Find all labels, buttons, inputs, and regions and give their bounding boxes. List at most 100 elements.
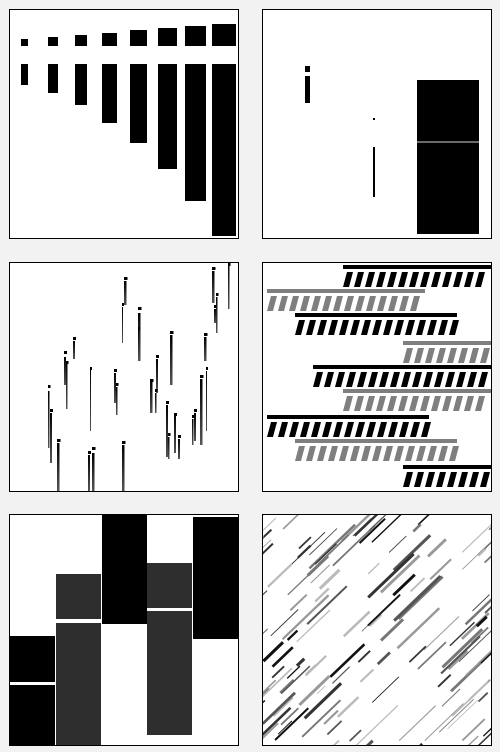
streak-135 [297,544,312,559]
streak-138 [263,722,279,740]
stroke-dot-12 [122,441,126,444]
panel-sparse-marks [262,9,492,239]
dash-1-8 [420,272,430,287]
stroke-dot-24 [178,435,181,438]
streak-55 [441,688,461,707]
stacked-blocks-graphic [10,515,238,745]
stroke-dot-2 [50,409,53,412]
stroke-line-10 [114,373,116,403]
streak-5 [263,517,277,532]
dash-5-9 [401,372,411,387]
streak-85 [477,732,491,745]
stroke-line-19 [155,393,157,413]
streak-7 [409,577,426,593]
stroke-line-16 [138,329,139,359]
dash-row-cap-8 [295,439,457,443]
dash-3-11 [405,320,415,335]
dash-8-13 [427,446,437,461]
dash-4-3 [425,348,435,363]
square-1 [21,39,28,46]
dash-4-5 [447,348,457,363]
dash-7-4 [300,422,310,437]
streak-148 [286,665,301,679]
bar-4 [102,64,117,123]
streak-30 [392,573,416,597]
stroke-dot-18 [156,355,159,358]
stroke-line-28 [206,371,207,431]
panel-dashed-rows [262,262,492,492]
streak-153 [367,562,380,575]
streak-140 [331,666,351,684]
dash-5-3 [335,372,345,387]
stroke-dot-13 [124,277,128,280]
stroke-dot-31 [214,305,217,308]
streak-23 [277,720,293,735]
streak-11 [437,674,452,688]
streak-72 [417,515,430,526]
dash-5-16 [478,372,488,387]
stroke-dot-7 [88,451,91,454]
square-4 [102,33,117,46]
streak-137 [440,635,481,675]
dash-8-2 [306,446,316,461]
streak-161 [461,718,486,742]
stroke-dot-1 [48,385,51,388]
dash-3-15 [449,320,459,335]
dash-8-5 [339,446,349,461]
bar-7 [185,64,206,201]
block-2-bottom [56,623,101,745]
dash-row-cap-7 [267,415,429,419]
dash-3-14 [438,320,448,335]
streak-86 [332,739,340,745]
streak-112 [359,668,375,683]
streak-132 [397,575,444,620]
dash-2-5 [311,296,321,311]
dash-4-1 [403,348,413,363]
stroke-dot-3 [57,439,61,442]
streak-14 [449,621,475,647]
streak-159 [392,534,432,572]
streak-8 [271,646,294,668]
streak-26 [310,564,331,584]
streak-4 [279,678,295,694]
streak-54 [314,587,330,603]
streak-69 [447,700,478,730]
dash-2-2 [278,296,288,311]
dash-5-2 [324,372,334,387]
dash-9-7 [469,472,479,487]
dash-2-6 [322,296,332,311]
dash-5-11 [423,372,433,387]
streak-105 [438,698,474,733]
streak-91 [263,691,296,725]
tall-block-top [417,80,479,141]
stroke-line-23 [174,415,176,453]
streak-74 [484,541,491,549]
streak-88 [367,594,401,627]
stroke-dot-32 [216,293,219,296]
stroke-line-12 [122,445,125,491]
streak-160 [475,615,488,628]
stroke-line-14 [122,307,123,343]
streak-2 [332,524,376,567]
stroke-line-20 [166,405,168,457]
streak-44 [326,720,343,736]
dash-6-1 [343,396,353,411]
stroke-dot-26 [194,409,197,412]
streak-152 [451,681,489,717]
dash-2-4 [300,296,310,311]
dash-5-15 [467,372,477,387]
streak-45 [480,652,491,664]
dash-5-5 [357,372,367,387]
dash-1-2 [354,272,364,287]
streak-154 [306,554,330,577]
streak-50 [289,593,308,612]
dash-8-9 [383,446,393,461]
dash-7-13 [399,422,409,437]
stroke-dot-33 [228,263,231,266]
dash-5-1 [313,372,323,387]
square-2 [48,37,58,46]
stroke-dot-15 [138,307,142,310]
stroke-dot-16 [138,327,140,330]
dash-9-1 [403,472,413,487]
thin-line [373,147,375,197]
